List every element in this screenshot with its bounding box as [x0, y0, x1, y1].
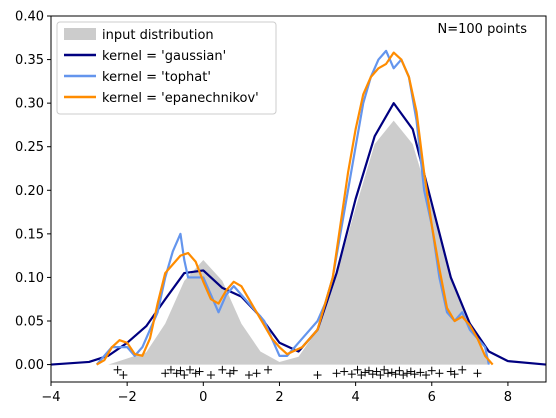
legend-swatch-input-distribution — [64, 28, 96, 40]
x-tick-label: 8 — [504, 390, 512, 405]
sample-point — [206, 371, 215, 380]
sample-point — [383, 369, 392, 378]
sample-point — [450, 370, 459, 379]
sample-point — [180, 371, 189, 380]
sample-point — [416, 368, 425, 377]
series-group — [51, 49, 546, 380]
axes — [50, 15, 547, 383]
series-line-kernel-tophat — [95, 49, 490, 366]
x-tick-label: 4 — [351, 390, 359, 405]
legend-label-epanechnikov: kernel = 'epanechnikov' — [102, 91, 259, 106]
sample-point — [113, 365, 122, 374]
y-tick-label: 0.15 — [15, 227, 44, 242]
sample-point — [403, 369, 412, 378]
sample-point — [347, 370, 356, 379]
sample-point — [410, 370, 419, 379]
plot-area — [51, 49, 546, 380]
sample-point — [380, 365, 389, 374]
legend: input distribution kernel = 'gaussian' k… — [56, 21, 277, 115]
sample-point — [435, 369, 444, 378]
series-line-kernel-gaussian — [51, 102, 546, 366]
axes-frame — [50, 15, 547, 383]
y-tick-label: 0.25 — [15, 140, 44, 155]
x-tick-label: 0 — [199, 390, 207, 405]
y-tick-label: 0.05 — [15, 315, 44, 330]
y-tick-label: 0.40 — [15, 10, 44, 25]
sample-point — [252, 369, 261, 378]
sample-point — [313, 371, 322, 380]
sample-point — [399, 371, 408, 380]
y-tick-label: 0.30 — [15, 97, 44, 112]
legend-label-input-distribution: input distribution — [102, 28, 214, 43]
legend-label-tophat: kernel = 'tophat' — [102, 70, 211, 85]
y-tick-label: 0.20 — [15, 184, 44, 199]
series-area-input-distribution — [108, 120, 489, 365]
sample-point — [387, 368, 396, 377]
y-tick-label: 0.00 — [15, 358, 44, 373]
y-tick-label: 0.35 — [15, 53, 44, 68]
sample-point — [395, 366, 404, 375]
sample-point — [166, 365, 175, 374]
sample-point — [473, 369, 482, 378]
y-tick-label: 0.10 — [15, 271, 44, 286]
sample-point — [427, 366, 436, 375]
x-tick-label: 6 — [428, 390, 436, 405]
sample-point — [161, 369, 170, 378]
sample-point — [422, 371, 431, 380]
sample-point — [119, 371, 128, 380]
sample-point — [264, 365, 273, 374]
sample-point — [391, 370, 400, 379]
sample-point — [218, 365, 227, 374]
sample-point — [191, 369, 200, 378]
legend-label-gaussian: kernel = 'gaussian' — [102, 49, 226, 64]
tick-marks: −4 −2 0 2 4 6 8 0.00 0.05 0.10 0.15 0.20 0.25 0.30 0.3… — [15, 10, 512, 406]
sample-point — [340, 367, 349, 376]
sample-point — [176, 366, 185, 375]
x-tick-label: 2 — [275, 390, 283, 405]
sample-point — [376, 371, 385, 380]
sample-point — [185, 365, 194, 374]
sample-point — [332, 369, 341, 378]
sample-point — [195, 367, 204, 376]
sample-count-annotation: N=100 points — [438, 22, 528, 37]
sample-point — [364, 366, 373, 375]
x-tick-label: −2 — [118, 390, 137, 405]
sample-point — [229, 366, 238, 375]
sample-point — [372, 367, 381, 376]
sample-point — [245, 371, 253, 380]
sample-point — [458, 365, 467, 374]
sample-point — [361, 368, 370, 377]
x-tick-label: −4 — [41, 390, 60, 405]
series-line-kernel-epanechnikov — [96, 51, 494, 366]
sample-point — [353, 365, 362, 374]
legend-frame — [56, 21, 277, 115]
